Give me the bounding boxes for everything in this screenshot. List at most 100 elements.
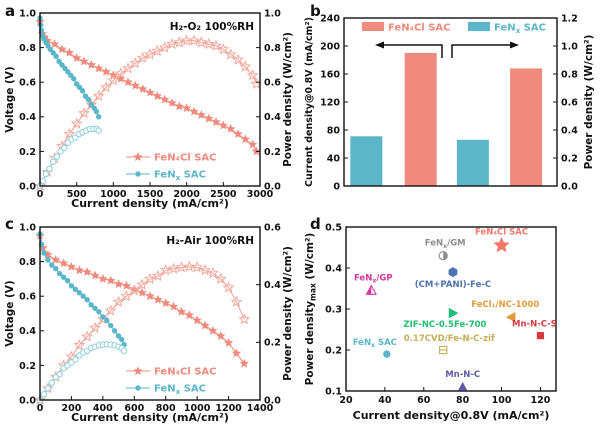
svg-text:Power density (W/cm²): Power density (W/cm²) xyxy=(583,35,595,170)
panel-d-catalyst-scatter: 20 40 60 80 100 120 0.1 0.2 0.3 0.4 0.5 Current den… xyxy=(300,213,600,427)
svg-text:Mn-N-C-S: Mn-N-C-S xyxy=(512,320,557,330)
svg-text:2000: 2000 xyxy=(173,189,200,200)
svg-text:200: 200 xyxy=(320,41,340,52)
svg-text:0.4: 0.4 xyxy=(19,326,36,337)
panel-c-chart: 0 200 400 600 800 1000 1200 14000.00.20.40.60.8… xyxy=(4,215,294,424)
svg-text:1.0: 1.0 xyxy=(19,222,36,233)
svg-text:3000: 3000 xyxy=(247,189,274,200)
svg-text:200: 200 xyxy=(62,403,82,414)
svg-text:600: 600 xyxy=(124,403,144,414)
svg-text:0.6: 0.6 xyxy=(19,292,36,303)
svg-text:100: 100 xyxy=(492,395,512,406)
svg-text:Power densitymax (W/cm²): Power densitymax (W/cm²) xyxy=(304,233,318,386)
svg-text:0.4: 0.4 xyxy=(19,112,36,123)
svg-text:1500: 1500 xyxy=(137,189,164,200)
svg-text:FeNx SAC: FeNx SAC xyxy=(154,170,206,183)
svg-text:1000: 1000 xyxy=(184,403,211,414)
svg-text:FeNx SAC: FeNx SAC xyxy=(154,384,206,397)
svg-text:0.4: 0.4 xyxy=(264,112,281,123)
svg-text:0.0: 0.0 xyxy=(264,395,281,406)
svg-text:0.8: 0.8 xyxy=(561,69,578,80)
panel-b-bar-comparison: 0 40 80 120 160 200 240 0.0 0.2 0.4 0.6 0.8 1.0 1.2 Cu… xyxy=(300,0,600,213)
svg-text:0.3: 0.3 xyxy=(325,304,342,315)
panel-a-h2-o2-polarization: 0 500 1000 1500 2000 2500 3000 0.0 0.2 0.4 0.6 0.8 1… xyxy=(0,0,300,213)
svg-text:Voltage (V): Voltage (V) xyxy=(4,66,16,133)
svg-text:Current density (mA/cm²): Current density (mA/cm²) xyxy=(71,197,229,210)
svg-text:40: 40 xyxy=(327,153,341,164)
svg-text:0.0: 0.0 xyxy=(19,395,36,406)
svg-text:0.1: 0.1 xyxy=(325,386,342,397)
svg-text:Power density (W/cm²): Power density (W/cm²) xyxy=(282,32,294,167)
svg-text:20: 20 xyxy=(339,395,353,406)
svg-text:40: 40 xyxy=(378,395,392,406)
svg-text:H₂-Air 100%RH: H₂-Air 100%RH xyxy=(166,235,254,247)
svg-text:1400: 1400 xyxy=(247,403,274,414)
svg-text:b: b xyxy=(310,2,321,20)
svg-text:80: 80 xyxy=(327,125,341,136)
svg-text:0.17CVD/Fe-N-C-zif: 0.17CVD/Fe-N-C-zif xyxy=(404,334,495,344)
svg-text:0.0: 0.0 xyxy=(19,181,36,192)
panel-a-chart: 0 500 1000 1500 2000 2500 30000.00.20.40.60.81… xyxy=(4,2,294,210)
svg-text:0.2: 0.2 xyxy=(264,338,281,349)
svg-text:0: 0 xyxy=(37,403,44,414)
svg-text:c: c xyxy=(5,215,14,233)
svg-text:FeNx SAC: FeNx SAC xyxy=(494,23,546,36)
svg-text:FeNx SAC: FeNx SAC xyxy=(353,338,397,349)
svg-text:0.4: 0.4 xyxy=(561,125,578,136)
svg-text:1.2: 1.2 xyxy=(561,13,578,24)
svg-text:FeN₄Cl SAC: FeN₄Cl SAC xyxy=(388,23,451,34)
svg-text:0.0: 0.0 xyxy=(264,181,281,192)
svg-text:0.2: 0.2 xyxy=(19,361,36,372)
svg-text:Current density@0.8V (mA/cm²): Current density@0.8V (mA/cm²) xyxy=(304,17,315,187)
svg-text:0.2: 0.2 xyxy=(561,153,578,164)
svg-text:240: 240 xyxy=(320,13,340,24)
svg-text:1000: 1000 xyxy=(100,189,127,200)
svg-text:0.4: 0.4 xyxy=(264,280,281,291)
svg-text:FeNx/GM: FeNx/GM xyxy=(425,239,466,250)
svg-text:FeCl₁/NC-1000: FeCl₁/NC-1000 xyxy=(471,300,539,310)
svg-text:0.6: 0.6 xyxy=(264,78,281,89)
svg-text:500: 500 xyxy=(67,189,87,200)
svg-text:80: 80 xyxy=(456,395,470,406)
svg-text:d: d xyxy=(310,215,321,233)
svg-text:800: 800 xyxy=(156,403,176,414)
svg-text:Current density@0.8V (mA/cm²): Current density@0.8V (mA/cm²) xyxy=(353,409,550,422)
svg-text:0.2: 0.2 xyxy=(264,147,281,158)
svg-text:0.0: 0.0 xyxy=(561,181,578,192)
svg-text:0.4: 0.4 xyxy=(325,263,342,274)
svg-text:Mn-N-C: Mn-N-C xyxy=(445,370,480,380)
svg-text:FeN₄Cl SAC: FeN₄Cl SAC xyxy=(475,227,528,237)
svg-text:a: a xyxy=(5,2,15,20)
svg-text:0.5: 0.5 xyxy=(325,222,342,233)
svg-text:1.0: 1.0 xyxy=(264,8,281,19)
svg-text:120: 120 xyxy=(531,395,551,406)
svg-text:0.8: 0.8 xyxy=(264,43,281,54)
svg-text:0.8: 0.8 xyxy=(19,257,36,268)
svg-text:0.6: 0.6 xyxy=(19,78,36,89)
svg-text:0.6: 0.6 xyxy=(561,97,578,108)
svg-text:FeN₄Cl SAC: FeN₄Cl SAC xyxy=(154,153,217,164)
svg-text:0.2: 0.2 xyxy=(325,345,342,356)
panel-b-chart: 0 40 80 120 160 200 240 0.0 0.2 0.4 0.6 0.8 1.0 1.2 Cu… xyxy=(304,2,595,192)
svg-text:H₂-O₂ 100%RH: H₂-O₂ 100%RH xyxy=(170,21,254,33)
svg-text:160: 160 xyxy=(320,69,340,80)
svg-text:2500: 2500 xyxy=(210,189,237,200)
svg-text:400: 400 xyxy=(93,403,113,414)
svg-text:Current density (mA/cm²): Current density (mA/cm²) xyxy=(71,411,229,424)
svg-text:FeNx/GP: FeNx/GP xyxy=(354,274,393,285)
svg-text:1.0: 1.0 xyxy=(19,8,36,19)
svg-text:0: 0 xyxy=(333,181,340,192)
svg-text:Power density (W/cm²): Power density (W/cm²) xyxy=(282,246,294,381)
svg-text:(CM+PANI)-Fe-C: (CM+PANI)-Fe-C xyxy=(415,280,491,290)
svg-text:0: 0 xyxy=(37,189,44,200)
svg-text:FeN₄Cl SAC: FeN₄Cl SAC xyxy=(154,367,217,378)
svg-text:1200: 1200 xyxy=(215,403,242,414)
svg-text:1.0: 1.0 xyxy=(561,41,578,52)
svg-text:0.6: 0.6 xyxy=(264,222,281,233)
svg-text:0.8: 0.8 xyxy=(19,43,36,54)
panel-d-chart: 20 40 60 80 100 120 0.1 0.2 0.3 0.4 0.5 Current den… xyxy=(304,215,557,422)
svg-text:ZIF-NC-0.5Fe-700: ZIF-NC-0.5Fe-700 xyxy=(403,320,486,330)
svg-text:0.2: 0.2 xyxy=(19,147,36,158)
svg-text:60: 60 xyxy=(417,395,431,406)
